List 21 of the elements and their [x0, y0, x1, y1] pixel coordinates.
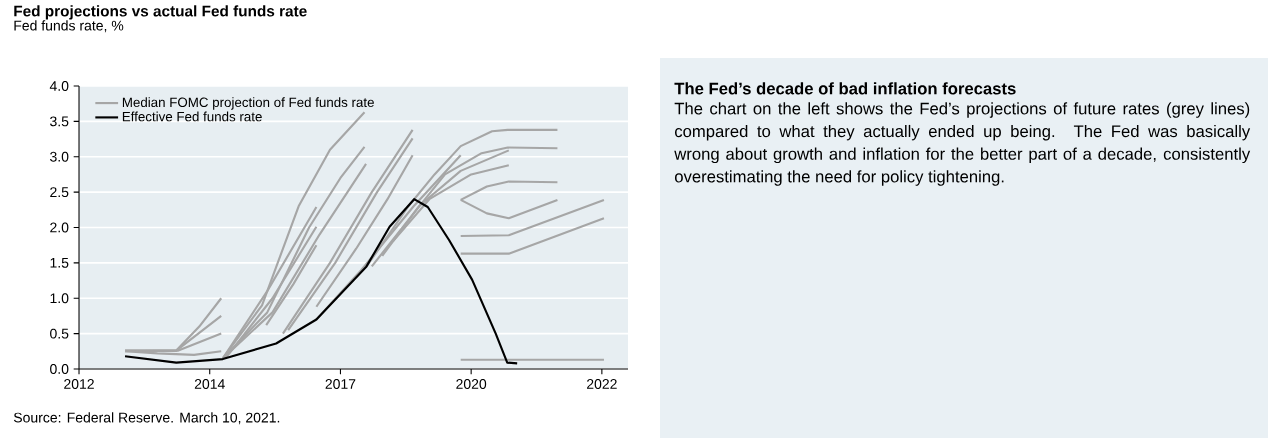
y-tick-label: 3.0	[50, 151, 69, 162]
y-tick-label: 2.5	[50, 187, 69, 198]
y-tick-label: 1.5	[50, 257, 69, 268]
y-axis-title: Fed funds rate, %	[14, 20, 124, 33]
y-tick-label: 1.0	[50, 293, 69, 304]
text: The chart on the left shows the Fed’s projections of future rates (grey lines) compared to what they actually ended up being. The Fed was basically wrong about growth and inflation for the better part of a decade, consistently overestimating the need for policy tightening.	[674, 102, 1251, 186]
x-tick-label: 2012	[64, 379, 94, 389]
y-tick-label: 0.0	[50, 364, 69, 374]
x-tick-label: 2017	[325, 379, 356, 389]
chart-title: Fed projections vs actual Fed funds rate	[14, 5, 307, 20]
y-tick-label: 0.5	[50, 328, 69, 339]
y-tick-label: 3.5	[50, 116, 69, 127]
x-tick-label: 2020	[456, 379, 487, 389]
x-tick-label: 2014	[194, 379, 225, 389]
source-note: Source: Federal Reserve. March 10, 2021.	[13, 412, 280, 425]
y-tick-label: 4.0	[49, 81, 69, 91]
y-tick-label: 2.0	[50, 222, 69, 233]
legend-label: Median FOMC projection of Fed funds rate	[122, 97, 374, 110]
text: The Fed’s decade of bad inflation forecasts	[674, 82, 1016, 95]
x-tick-label: 2022	[587, 379, 617, 389]
legend-label: Effective Fed funds rate	[122, 111, 262, 122]
